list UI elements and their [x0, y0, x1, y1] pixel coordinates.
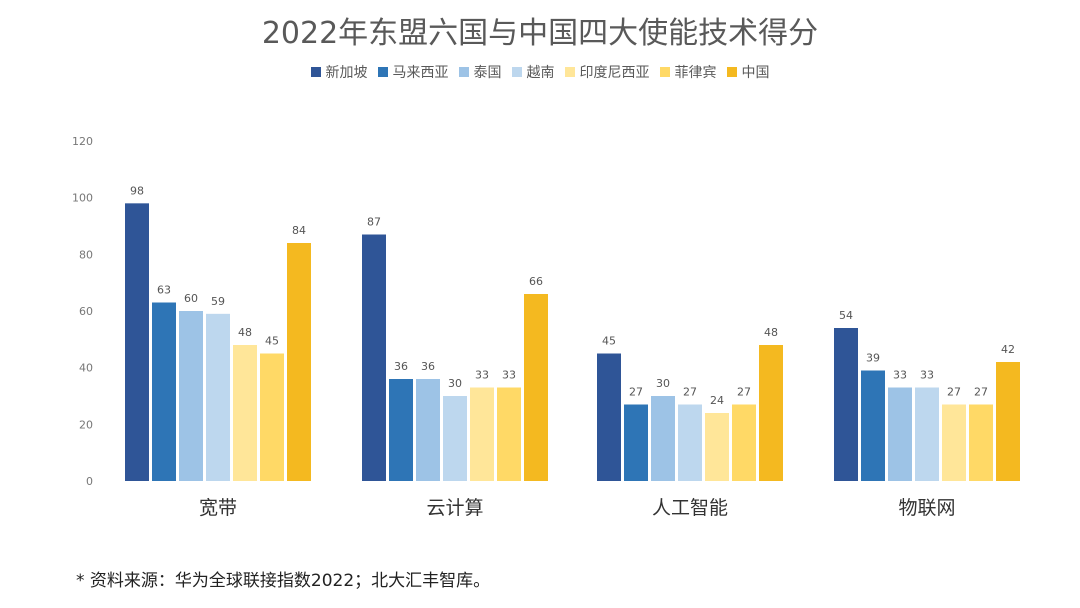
- x-tick-label: 人工智能: [652, 497, 728, 519]
- bar: [287, 243, 311, 481]
- data-label: 24: [710, 394, 724, 407]
- data-label: 54: [839, 309, 853, 322]
- bar: [651, 396, 675, 481]
- y-tick-label: 40: [79, 362, 93, 375]
- data-label: 39: [866, 352, 880, 365]
- bar: [179, 311, 203, 481]
- bar: [470, 387, 494, 481]
- bar: [888, 387, 912, 481]
- data-label: 59: [211, 295, 225, 308]
- x-tick-label: 物联网: [898, 497, 955, 519]
- data-label: 27: [683, 386, 697, 399]
- data-label: 33: [475, 369, 489, 382]
- data-label: 45: [265, 335, 279, 348]
- bar: [260, 353, 284, 481]
- bar: [915, 387, 939, 481]
- legend-swatch: [310, 67, 321, 77]
- data-label: 98: [130, 184, 144, 197]
- x-tick-label: 宽带: [199, 497, 237, 519]
- legend-label: 越南: [526, 65, 555, 81]
- legend-item: 菲律宾: [659, 62, 717, 82]
- legend-label: 菲律宾: [674, 65, 717, 81]
- data-label: 66: [529, 275, 543, 288]
- data-label: 36: [394, 360, 408, 373]
- data-label: 33: [893, 369, 907, 382]
- bar: [416, 379, 440, 481]
- data-label: 60: [184, 292, 198, 305]
- bar: [362, 234, 386, 481]
- data-label: 33: [920, 369, 934, 382]
- legend-label: 泰国: [473, 65, 502, 81]
- legend-label: 马来西亚: [392, 65, 449, 81]
- legend-label: 中国: [741, 65, 770, 81]
- bar: [861, 370, 885, 481]
- data-label: 87: [367, 216, 381, 229]
- data-label: 84: [292, 224, 306, 237]
- data-label: 36: [421, 360, 435, 373]
- bar: [443, 396, 467, 481]
- data-label: 27: [947, 386, 961, 399]
- legend-swatch: [564, 67, 575, 77]
- data-label: 27: [737, 386, 751, 399]
- source-note: * 资料来源：华为全球联接指数2022；北大汇丰智库。: [76, 571, 491, 591]
- legend-swatch: [659, 67, 670, 77]
- legend-item: 新加坡: [310, 62, 368, 82]
- y-tick-label: 100: [72, 192, 93, 205]
- legend-swatch: [511, 67, 522, 77]
- bar: [678, 404, 702, 481]
- legend: 新加坡 马来西亚 泰国 越南 印度尼西亚 菲律宾 中国: [0, 62, 1080, 82]
- bar: [705, 413, 729, 481]
- bar: [834, 328, 858, 481]
- legend-item: 印度尼西亚: [564, 62, 650, 82]
- bar: [125, 203, 149, 482]
- bar: [759, 345, 783, 481]
- bar: [152, 302, 176, 481]
- x-tick-label: 云计算: [426, 497, 483, 519]
- legend-swatch: [458, 67, 469, 77]
- data-label: 30: [448, 377, 462, 390]
- data-label: 63: [157, 284, 171, 297]
- legend-label: 印度尼西亚: [579, 65, 650, 81]
- bar: [969, 404, 993, 481]
- bar: [233, 345, 257, 481]
- legend-item: 泰国: [458, 62, 502, 82]
- bar: [732, 404, 756, 481]
- bar: [206, 313, 230, 481]
- bar: [597, 353, 621, 481]
- data-label: 48: [764, 326, 778, 339]
- bar: [624, 404, 648, 481]
- data-label: 45: [602, 335, 616, 348]
- y-tick-label: 0: [86, 475, 93, 488]
- data-label: 30: [656, 377, 670, 390]
- y-tick-label: 60: [79, 305, 93, 318]
- data-label: 48: [238, 326, 252, 339]
- bar: [942, 404, 966, 481]
- chart-title: 2022年东盟六国与中国四大使能技术得分: [261, 16, 819, 51]
- legend-label: 新加坡: [325, 65, 368, 81]
- bar: [996, 362, 1020, 481]
- legend-item: 越南: [511, 62, 555, 82]
- legend-swatch: [377, 67, 388, 77]
- y-tick-label: 120: [72, 135, 93, 148]
- legend-item: 中国: [726, 62, 770, 82]
- bar: [389, 379, 413, 481]
- data-label: 33: [502, 369, 516, 382]
- data-label: 27: [629, 386, 643, 399]
- legend-swatch: [726, 67, 737, 77]
- data-label: 42: [1001, 343, 1015, 356]
- bar: [524, 294, 548, 481]
- y-tick-label: 20: [79, 418, 93, 431]
- data-label: 27: [974, 386, 988, 399]
- bar: [497, 387, 521, 481]
- legend-item: 马来西亚: [377, 62, 449, 82]
- y-tick-label: 80: [79, 248, 93, 261]
